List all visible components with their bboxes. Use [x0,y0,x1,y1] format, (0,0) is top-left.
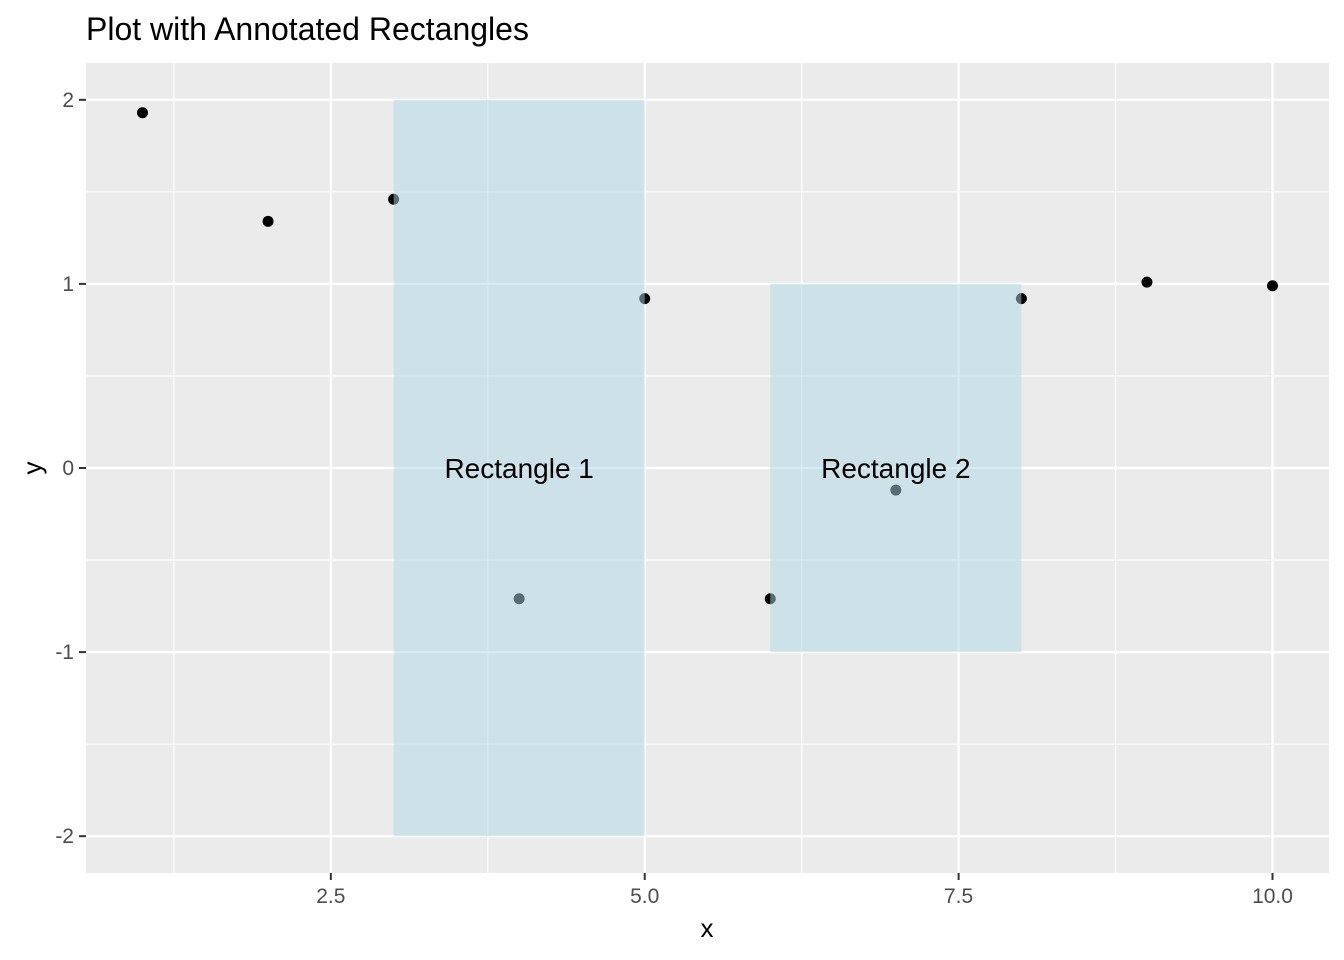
x-axis-title: x [701,913,714,943]
data-point [262,215,274,227]
x-tick-label: 2.5 [316,885,345,908]
y-tick-label: 1 [62,273,74,296]
data-point [1267,280,1278,292]
rectangle-label: Rectangle 1 [444,453,593,484]
chart-title: Plot with Annotated Rectangles [86,11,529,47]
data-point [137,107,148,119]
x-tick-label: 7.5 [944,885,973,908]
x-tick-label: 5.0 [630,885,659,908]
y-tick-label: 2 [62,89,74,112]
x-axis: 2.5 5.0 7.5 10.0 [316,873,1293,908]
annotation-rectangle [393,99,645,837]
x-tick-label: 10.0 [1252,885,1293,908]
annotation-rectangle [770,283,1022,653]
y-tick-label: -2 [55,825,74,848]
annotation-rectangles [393,99,1022,837]
data-point [1141,276,1153,288]
rectangle-labels: Rectangle 1 Rectangle 2 [444,453,970,484]
rectangle-label: Rectangle 2 [821,453,970,484]
y-tick-label: -1 [55,641,74,664]
y-axis-title: y [17,462,47,475]
y-axis: -2 -1 0 1 2 [55,89,86,848]
y-tick-label: 0 [62,457,74,480]
